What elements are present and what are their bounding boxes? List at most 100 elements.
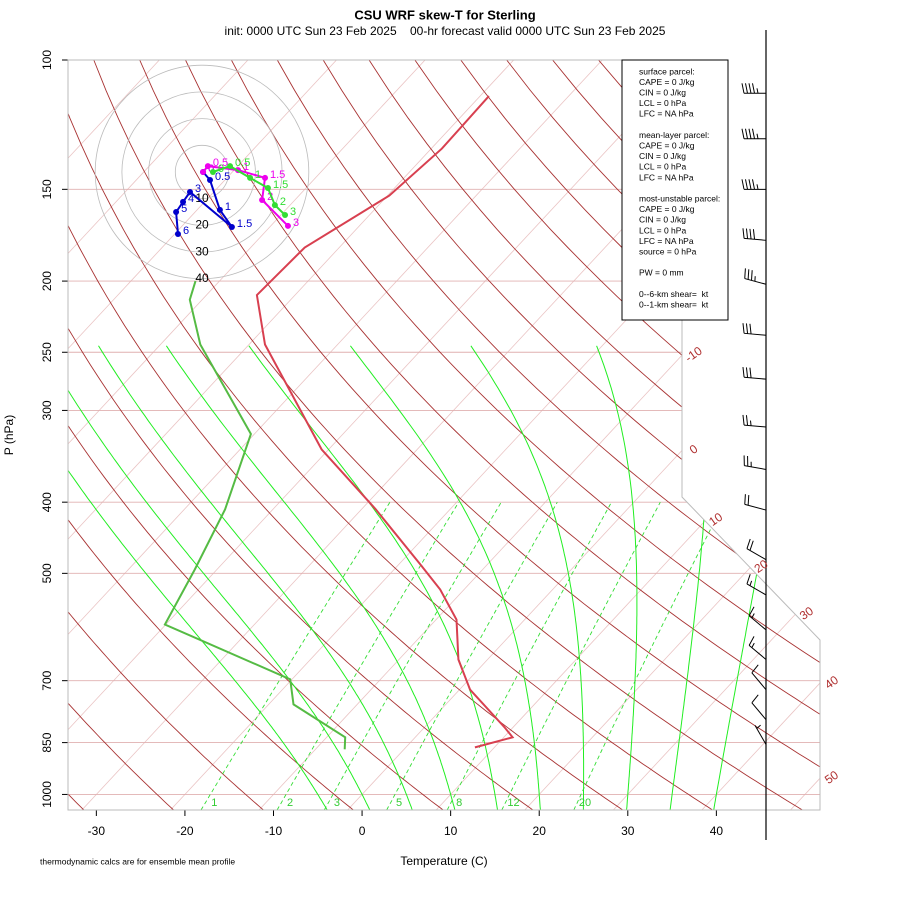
wind-barb (741, 83, 766, 94)
info-text: 0--6-km shear= kt (639, 289, 709, 299)
dry-adiabat (68, 60, 354, 810)
barb-feather (741, 179, 745, 190)
hodograph-point (174, 230, 181, 237)
info-text: CAPE = 0 J/kg (639, 77, 695, 87)
info-text: CIN = 0 J/kg (639, 151, 686, 161)
hodograph-point (216, 206, 223, 213)
dry-adiabat (68, 60, 534, 810)
barb-feather (748, 179, 752, 190)
x-tick-label: 20 (533, 824, 547, 838)
barb-feather (749, 540, 754, 551)
y-tick-label: 150 (40, 179, 54, 199)
y-tick-label: 850 (40, 732, 54, 752)
hodograph-height-label: 1.5 (273, 179, 288, 191)
wind-barb (744, 268, 767, 285)
x-tick-label: -10 (265, 824, 283, 838)
hodograph-point (173, 209, 180, 216)
barb-feather (752, 229, 756, 240)
mixing-ratio-label: 5 (396, 797, 402, 809)
hodograph-ring (121, 91, 283, 253)
info-text: LFC = NA hPa (639, 236, 694, 246)
barb-feather (748, 606, 755, 617)
isotherm (68, 60, 337, 810)
y-tick-label: 500 (40, 563, 54, 583)
isotherm-label: -10 (682, 343, 705, 365)
wind-barb (746, 538, 767, 561)
hodograph-height-label: 6 (183, 225, 189, 237)
info-text: most-unstable parcel: (639, 193, 720, 203)
moist-adiabat (68, 345, 328, 810)
barb-feather (746, 574, 751, 585)
hodograph-height-label: 3 (293, 217, 299, 229)
barb-half-feather (751, 613, 755, 619)
dry-adiabat (735, 60, 820, 810)
moist-adiabat (596, 345, 638, 810)
hodograph-point (271, 202, 278, 209)
barb-staff (748, 615, 767, 631)
wind-barb (748, 636, 767, 660)
hodograph-ring (148, 118, 256, 226)
barb-feather (751, 270, 753, 281)
x-tick-label: 40 (710, 824, 724, 838)
info-text: LCL = 0 hPa (639, 225, 686, 235)
barb-staff (748, 644, 767, 660)
barb-feather (752, 128, 755, 139)
moist-adiabat (470, 345, 585, 810)
hodograph-point (200, 169, 207, 175)
x-tick-label: 0 (359, 824, 366, 838)
dry-adiabat (139, 60, 820, 810)
x-tick-label: -20 (176, 824, 194, 838)
barb-feather (747, 495, 750, 506)
x-tick-label: 30 (621, 824, 635, 838)
barb-half-feather (751, 642, 755, 648)
barb-staff (744, 424, 767, 428)
barb-half-feather (749, 580, 753, 586)
moist-adiabat (713, 345, 795, 810)
isotherm (68, 60, 603, 810)
hodograph-height-label: 0.5 (215, 171, 230, 183)
barb-feather (741, 128, 745, 139)
wind-barb (741, 128, 766, 140)
mixing-ratio-line (573, 501, 725, 810)
dry-adiabat (68, 60, 264, 810)
isotherm (524, 60, 820, 810)
barb-feather (745, 179, 748, 190)
isotherm (258, 60, 820, 810)
isotherm (68, 60, 426, 810)
info-text: mean-layer parcel: (639, 130, 709, 140)
hodograph-height-label: 0.5 (235, 157, 250, 169)
barb-feather (751, 664, 759, 674)
hodograph-height-label: 1 (255, 169, 261, 181)
info-text: LFC = NA hPa (639, 109, 694, 119)
x-axis-label: Temperature (C) (400, 854, 487, 868)
isotherm (613, 60, 820, 810)
info-text: CAPE = 0 J/kg (639, 204, 695, 214)
mixing-ratio-label: 20 (579, 797, 591, 809)
barb-feather (744, 494, 746, 505)
y-tick-label: 200 (40, 271, 54, 291)
dry-adiabat (231, 60, 820, 810)
barb-staff (746, 583, 767, 596)
dry-adiabat (368, 60, 820, 810)
dry-adiabat (68, 60, 623, 810)
wind-barb (751, 694, 767, 720)
hodograph-point (180, 198, 187, 205)
barb-feather (745, 128, 748, 139)
isotherm (68, 60, 514, 810)
hodograph-point (209, 169, 216, 175)
mixing-ratio-line (501, 501, 661, 810)
hodograph-point (247, 174, 254, 181)
barb-feather (741, 83, 745, 94)
mixing-ratio-line (323, 501, 502, 810)
barb-feather (745, 228, 749, 239)
info-text: PW = 0 mm (639, 268, 684, 278)
barb-staff (751, 702, 767, 720)
dry-adiabat (276, 60, 820, 810)
hodograph-point (204, 163, 211, 170)
isotherm-label: 30 (797, 604, 816, 623)
profile-line (255, 95, 515, 749)
moist-adiabat (669, 345, 709, 810)
barb-staff (751, 672, 767, 690)
hodograph-height-label: 0 (218, 163, 224, 175)
barb-feather (752, 83, 755, 94)
